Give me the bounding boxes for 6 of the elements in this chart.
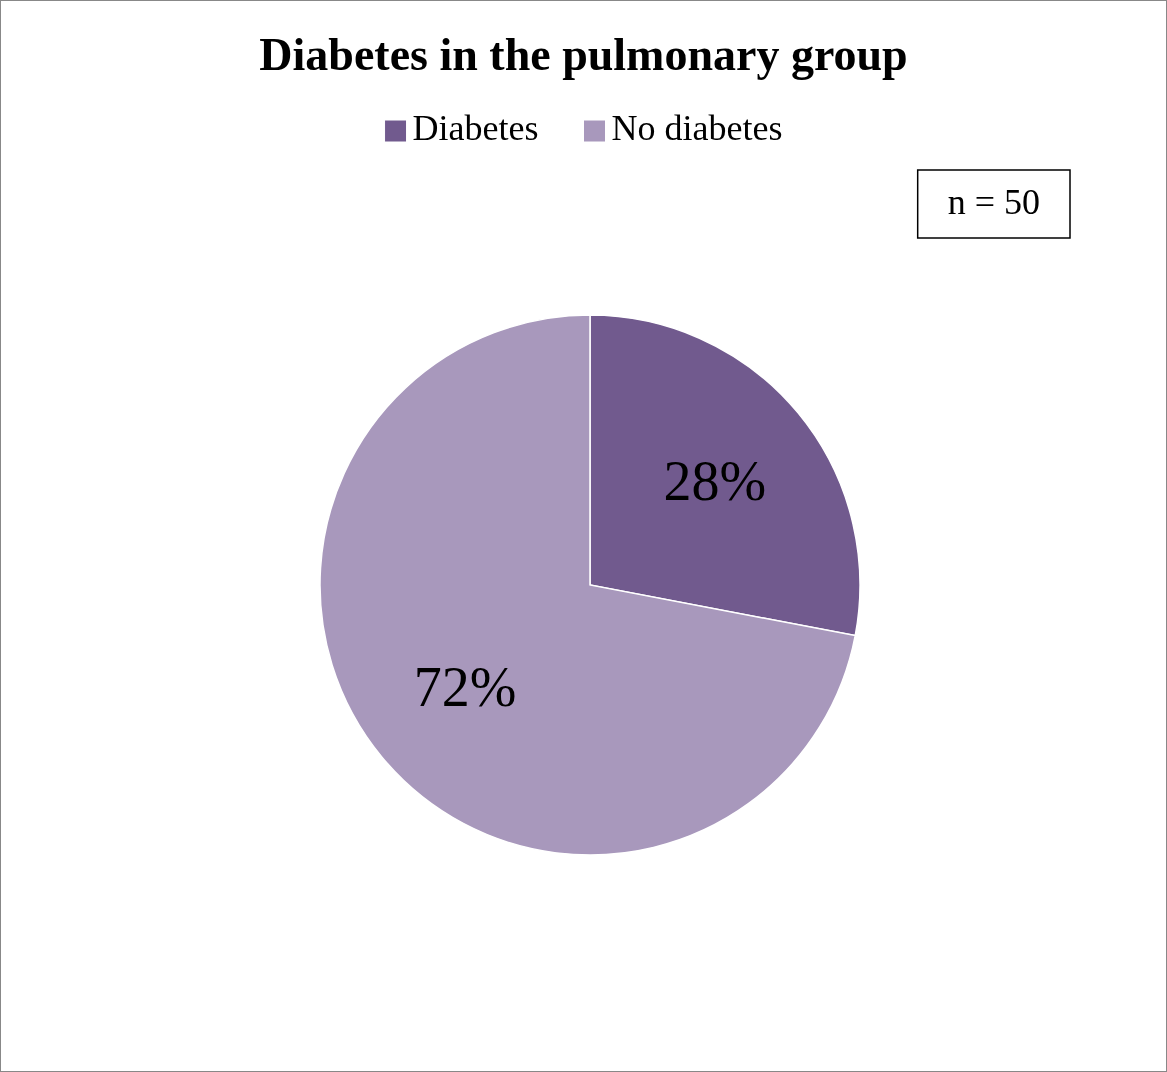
data-label: 72% xyxy=(413,656,517,719)
text: n = 50 xyxy=(947,182,1040,222)
legend-label: No diabetes xyxy=(611,108,783,148)
data-label: 28% xyxy=(663,449,767,512)
legend-label: Diabetes xyxy=(412,108,539,148)
chart-title: Diabetes in the pulmonary group xyxy=(259,29,908,80)
